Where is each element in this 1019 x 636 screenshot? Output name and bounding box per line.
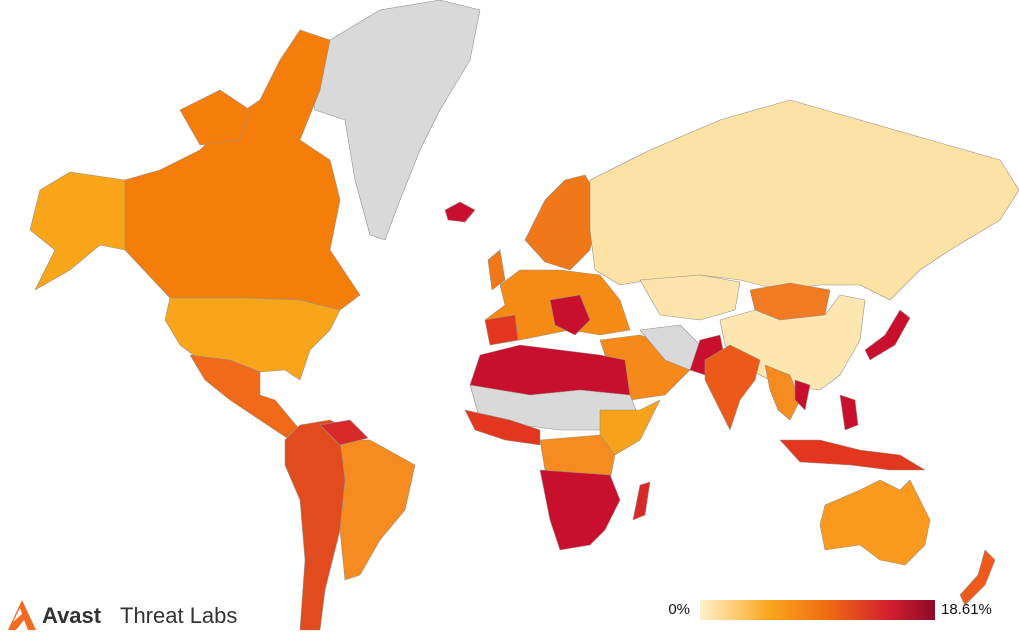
- greenland: [309, 0, 481, 241]
- iceland: [444, 201, 476, 223]
- madagascar: [632, 481, 651, 521]
- legend-max: 18.61%: [941, 601, 992, 618]
- countries: [29, 0, 1019, 631]
- balkans: [549, 294, 591, 336]
- philippines: [839, 394, 859, 431]
- japan: [864, 309, 911, 361]
- brand-logo: [8, 600, 36, 630]
- se-asia: [764, 364, 801, 421]
- iberia: [484, 314, 519, 346]
- west-africa: [464, 409, 541, 446]
- brand-name: Avast: [42, 603, 102, 628]
- southern-africa: [539, 469, 621, 551]
- venezuela: [319, 419, 369, 446]
- legend-min: 0%: [668, 601, 690, 618]
- legend: 0% 18.61%: [668, 600, 992, 620]
- brazil: [339, 439, 416, 581]
- legend-gradient: [700, 600, 935, 620]
- alaska: [29, 171, 126, 291]
- canada-islands: [179, 89, 251, 146]
- russia: [589, 99, 1019, 301]
- new-zealand: [959, 549, 996, 606]
- brand: Avast Threat Labs: [8, 600, 237, 630]
- scandinavia: [524, 174, 601, 271]
- indonesia: [779, 439, 926, 471]
- brand-product: Threat Labs: [120, 603, 237, 628]
- australia: [819, 479, 931, 566]
- vietnam: [794, 379, 811, 411]
- india: [704, 344, 761, 431]
- uk: [487, 249, 506, 291]
- usa: [164, 297, 341, 381]
- kazakhstan: [639, 274, 741, 321]
